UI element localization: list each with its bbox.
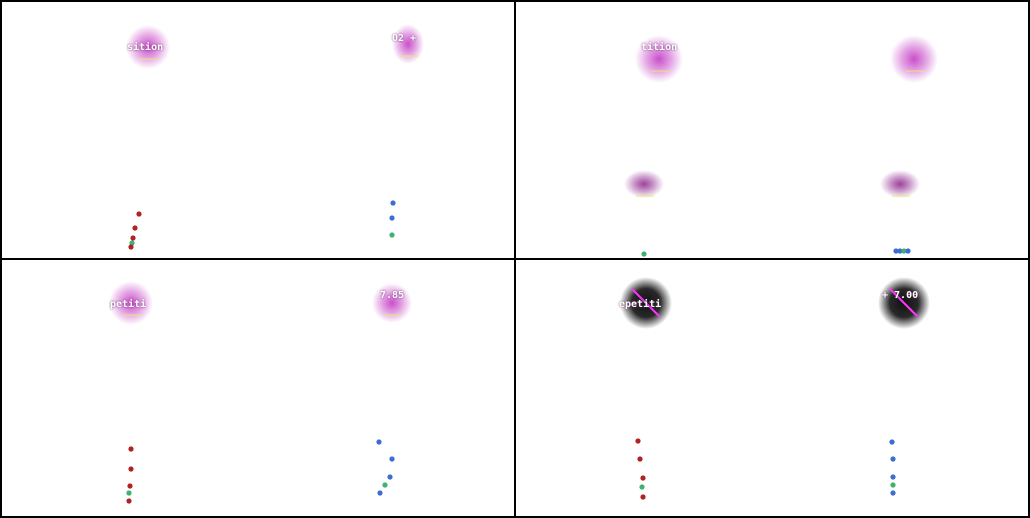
overlay-text-left: petiti xyxy=(110,299,147,310)
marker-dot xyxy=(387,474,393,480)
marker-dot xyxy=(893,248,899,254)
marker-dot xyxy=(905,248,911,254)
viewport-bottom-right: epetiti + 7.00 xyxy=(516,260,1028,516)
marker-dot xyxy=(376,439,382,445)
scene-canvas-top-right xyxy=(624,35,938,257)
accent-streak xyxy=(889,288,919,318)
overlay-text-right: + 7.00 xyxy=(882,290,919,301)
marker-dot xyxy=(635,438,641,444)
viewport-bottom-left: petiti 7.85 xyxy=(2,260,514,516)
glow-blob xyxy=(635,35,683,83)
marker-dot xyxy=(889,439,895,445)
marker-dot xyxy=(640,494,646,500)
marker-dot xyxy=(127,483,133,489)
overlay-text-left: epetiti xyxy=(619,299,662,310)
overlay-text-right: 7.85 xyxy=(380,290,405,301)
marker-dot xyxy=(639,484,645,490)
overlay-text-right: 02 + xyxy=(392,33,417,44)
marker-dot xyxy=(640,475,646,481)
glow-blob xyxy=(372,283,412,323)
marker-dot xyxy=(641,251,647,257)
marker-dot xyxy=(890,456,896,462)
marker-dot xyxy=(637,456,643,462)
glow-blob xyxy=(109,281,153,325)
marker-dot xyxy=(128,466,134,472)
marker-dot xyxy=(389,215,395,221)
scene-canvas-top-left xyxy=(126,24,424,250)
scene-canvas-bottom-right xyxy=(620,277,930,500)
glow-blob xyxy=(890,35,938,83)
marker-dot xyxy=(890,482,896,488)
marker-dot xyxy=(897,248,903,254)
marker-dot xyxy=(377,490,383,496)
accent-streak xyxy=(631,288,661,318)
glow-blob xyxy=(624,170,664,198)
viewport-top-left: sition 02 + xyxy=(2,2,514,258)
glow-blob xyxy=(880,170,920,198)
overlay-text-left: tition xyxy=(641,42,678,53)
marker-dot xyxy=(136,211,142,217)
viewport-top-right: tition xyxy=(516,2,1028,258)
marker-dot xyxy=(132,225,138,231)
scene-canvas-bottom-left xyxy=(109,281,412,504)
marker-dot xyxy=(128,446,134,452)
marker-dot xyxy=(130,235,136,241)
overlay-text-left: sition xyxy=(127,42,164,53)
marker-dot xyxy=(389,456,395,462)
glow-blob xyxy=(126,25,170,69)
marker-dot xyxy=(129,240,135,246)
marker-dot xyxy=(389,232,395,238)
marker-dot xyxy=(382,482,388,488)
marker-dot xyxy=(126,490,132,496)
marker-dot xyxy=(901,248,907,254)
glow-blob xyxy=(392,24,424,64)
marker-dot xyxy=(126,498,132,504)
marker-dot xyxy=(128,244,134,250)
marker-dot xyxy=(890,490,896,496)
marker-dot xyxy=(390,200,396,206)
marker-dot xyxy=(890,474,896,480)
